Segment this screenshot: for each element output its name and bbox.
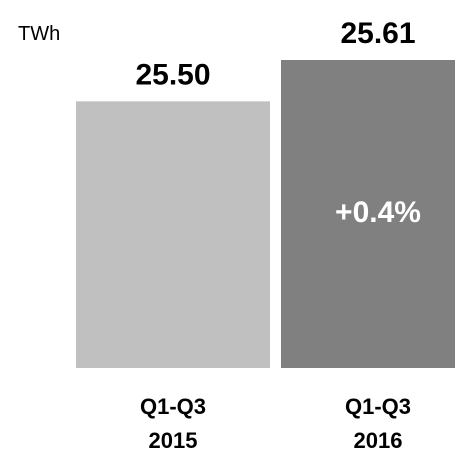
unit-label: TWh bbox=[18, 23, 60, 45]
bar-2016 bbox=[281, 60, 455, 368]
labels-group: 25.50 Q1-Q3 2015 25.61 Q1-Q3 2016 +0.4% bbox=[135, 17, 420, 450]
value-label-2015: 25.50 bbox=[135, 58, 210, 91]
bars-group bbox=[76, 60, 455, 368]
change-label: +0.4% bbox=[335, 196, 421, 229]
category-label-2016-line1: Q1-Q3 bbox=[345, 394, 411, 419]
category-label-2016-line2: 2016 bbox=[354, 428, 403, 450]
category-label-2015-line2: 2015 bbox=[149, 428, 198, 450]
category-label-2015-line1: Q1-Q3 bbox=[140, 394, 206, 419]
value-label-2016: 25.61 bbox=[340, 17, 415, 50]
bar-2015 bbox=[76, 101, 270, 368]
